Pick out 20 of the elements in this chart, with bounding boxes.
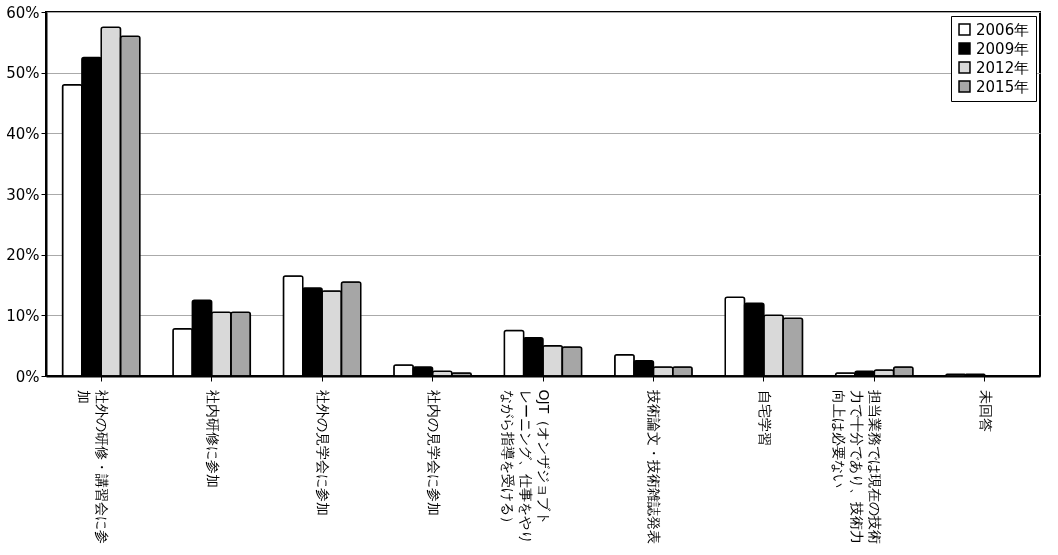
y-tick-label: 20% [6,246,40,265]
legend-label: 2015年 [976,77,1030,96]
y-tick-label: 60% [6,3,40,22]
legend-label: 2012年 [976,58,1030,77]
y-tick-label: 10% [6,306,40,325]
x-tick-label: 社外の研修・講習会に参加 [76,389,111,544]
x-tick-label: 社内の見学会に参加 [425,389,442,516]
y-tick-label: 0% [15,367,40,386]
legend-label: 2009年 [976,39,1030,58]
y-tick-label: 40% [6,124,40,143]
x-tick-label: 担当業務では現在の技術力で十分であり、技術力向上は必要ない [831,389,884,544]
x-tick-label: 社外の見学会に参加 [315,389,332,516]
x-tick-label: 自宅学習 [756,389,773,446]
x-tick-label: 未回答 [977,389,994,432]
x-tick-label: OJT（オンザジョブトレーニング、仕事をやりながら指導を受ける） [500,389,552,544]
x-tick-label: 技術論文・技術雑誌発表 [646,388,663,544]
x-tick-label: 社内研修に参加 [204,389,221,488]
legend-label: 2006年 [976,20,1030,39]
y-tick-label: 30% [6,185,40,204]
y-tick-label: 50% [6,64,40,83]
